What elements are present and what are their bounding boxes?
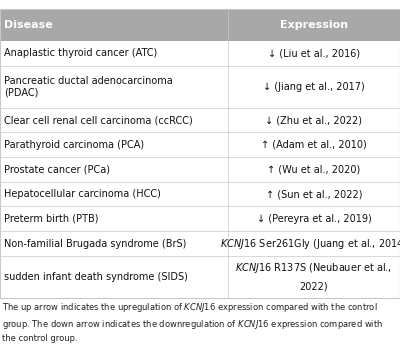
Text: Anaplastic thyroid cancer (ATC): Anaplastic thyroid cancer (ATC) xyxy=(4,48,157,58)
Bar xyxy=(0,132,400,157)
Text: Disease: Disease xyxy=(4,20,53,30)
Bar xyxy=(0,9,400,41)
Bar xyxy=(0,66,400,108)
Text: Expression: Expression xyxy=(280,20,348,30)
Text: ↓ (Jiang et al., 2017): ↓ (Jiang et al., 2017) xyxy=(263,82,365,92)
Text: ↓ (Zhu et al., 2022): ↓ (Zhu et al., 2022) xyxy=(266,115,362,125)
Text: Pancreatic ductal adenocarcinoma
(PDAC): Pancreatic ductal adenocarcinoma (PDAC) xyxy=(4,75,173,98)
Bar xyxy=(0,41,400,66)
Text: 2022): 2022) xyxy=(300,281,328,291)
Bar xyxy=(0,157,400,182)
Text: $\it{KCNJ16}$ Ser261Gly (Juang et al., 2014): $\it{KCNJ16}$ Ser261Gly (Juang et al., 2… xyxy=(220,236,400,251)
Text: $\it{KCNJ16}$ R137S (Neubauer et al.,: $\it{KCNJ16}$ R137S (Neubauer et al., xyxy=(236,261,392,275)
Text: Hepatocellular carcinoma (HCC): Hepatocellular carcinoma (HCC) xyxy=(4,189,161,199)
Text: ↓ (Pereyra et al., 2019): ↓ (Pereyra et al., 2019) xyxy=(257,214,371,224)
Text: Clear cell renal cell carcinoma (ccRCC): Clear cell renal cell carcinoma (ccRCC) xyxy=(4,115,193,125)
Bar xyxy=(0,256,400,298)
Text: The up arrow indicates the upregulation of $\it{KCNJ16}$ expression compared wit: The up arrow indicates the upregulation … xyxy=(2,301,383,343)
Bar xyxy=(0,108,400,132)
Text: ↑ (Sun et al., 2022): ↑ (Sun et al., 2022) xyxy=(266,189,362,199)
Text: Parathyroid carcinoma (PCA): Parathyroid carcinoma (PCA) xyxy=(4,140,144,150)
Text: ↓ (Liu et al., 2016): ↓ (Liu et al., 2016) xyxy=(268,48,360,58)
Text: Non-familial Brugada syndrome (BrS): Non-familial Brugada syndrome (BrS) xyxy=(4,239,186,248)
Text: sudden infant death syndrome (SIDS): sudden infant death syndrome (SIDS) xyxy=(4,272,188,282)
Text: ↑ (Adam et al., 2010): ↑ (Adam et al., 2010) xyxy=(261,140,367,150)
Bar xyxy=(0,206,400,231)
Text: ↑ (Wu et al., 2020): ↑ (Wu et al., 2020) xyxy=(267,165,361,174)
Text: Preterm birth (PTB): Preterm birth (PTB) xyxy=(4,214,98,224)
Text: Prostate cancer (PCa): Prostate cancer (PCa) xyxy=(4,165,110,174)
Bar xyxy=(0,182,400,206)
Bar xyxy=(0,231,400,256)
